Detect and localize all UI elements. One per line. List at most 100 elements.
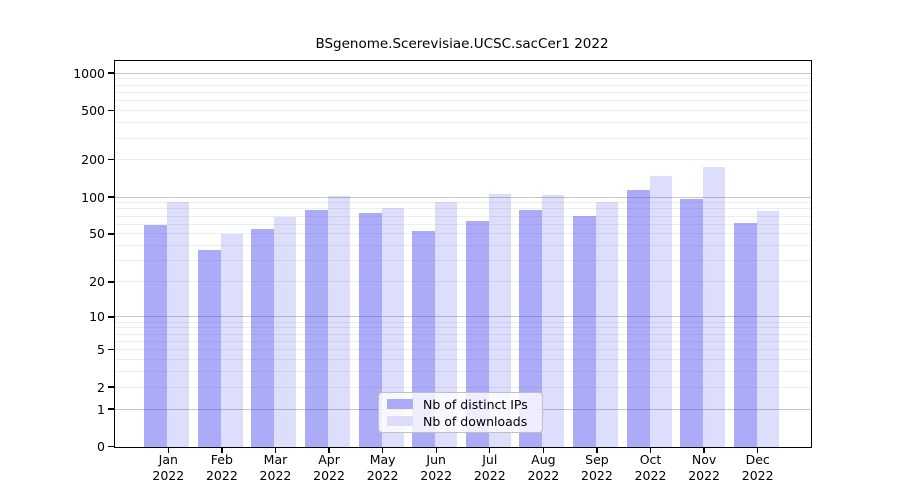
x-tick-mark	[542, 448, 544, 453]
bar-distinct-ips	[251, 228, 275, 447]
y-tick-mark	[108, 281, 114, 283]
x-tick-mark	[649, 448, 652, 453]
y-tick-mark	[108, 408, 114, 410]
y-tick-label: 100	[81, 189, 105, 205]
x-tick-mark	[328, 448, 330, 453]
x-tick-mark	[167, 448, 169, 453]
bar-downloads	[274, 216, 297, 447]
x-tick-label: Aug 2022	[527, 452, 560, 483]
y-tick-mark	[108, 316, 114, 318]
gridline-minor	[115, 321, 811, 323]
bar-distinct-ips	[197, 249, 221, 447]
y-tick-mark	[108, 196, 114, 198]
bar-downloads	[381, 208, 404, 447]
gridline-minor	[115, 78, 811, 80]
x-tick-mark	[221, 448, 223, 453]
gridline-minor	[115, 208, 811, 210]
gridline-minor	[115, 202, 811, 204]
legend: Nb of distinct IPs Nb of downloads	[378, 392, 543, 433]
gridline-minor	[115, 371, 811, 373]
bar-downloads	[167, 201, 190, 447]
y-tick-mark	[108, 72, 114, 74]
y-tick-mark	[108, 159, 114, 161]
bar-downloads	[542, 195, 565, 447]
x-tick-mark	[757, 448, 759, 453]
gridline-minor	[115, 137, 811, 139]
gridline-major	[115, 72, 811, 74]
x-tick-label: Jul 2022	[473, 452, 506, 483]
y-tick-label: 2	[97, 379, 105, 395]
legend-label-distinct-ips: Nb of distinct IPs	[423, 396, 528, 412]
x-tick-label: Apr 2022	[313, 452, 345, 483]
x-tick-mark	[703, 448, 705, 453]
y-tick-mark	[108, 445, 114, 448]
gridline-minor	[115, 386, 811, 388]
y-tick-mark	[108, 233, 114, 235]
bar-downloads	[435, 202, 458, 447]
gridline-minor	[115, 109, 811, 111]
gridline-minor	[115, 233, 811, 235]
x-tick-label: Nov 2022	[688, 452, 720, 483]
gridline-minor	[115, 215, 811, 217]
gridline-minor	[115, 340, 811, 342]
x-tick-label: Oct 2022	[634, 452, 667, 483]
x-tick-label: May 2022	[366, 452, 399, 483]
bar-downloads	[488, 194, 511, 447]
y-tick-label: 1000	[73, 65, 105, 81]
y-tick-label: 0	[97, 439, 105, 454]
legend-swatch-downloads	[387, 416, 413, 426]
legend-label-downloads: Nb of downloads	[423, 413, 528, 429]
gridline-minor	[115, 260, 811, 262]
bar-distinct-ips	[358, 213, 382, 447]
bar-distinct-ips	[305, 210, 329, 447]
bar-distinct-ips	[144, 225, 168, 447]
y-tick-label: 50	[89, 226, 105, 242]
x-tick-label: Jan 2022	[152, 452, 185, 483]
bar-distinct-ips	[626, 190, 650, 447]
bar-downloads	[703, 166, 726, 447]
x-tick-label: Jun 2022	[420, 452, 453, 483]
y-tick-label: 500	[81, 102, 105, 118]
gridline-minor	[115, 327, 811, 329]
bar-distinct-ips	[572, 216, 596, 447]
gridline-minor	[115, 333, 811, 335]
y-tick-mark	[108, 386, 114, 388]
x-tick-mark	[489, 448, 491, 453]
chart-title: BSgenome.Scerevisiae.UCSC.sacCer1 2022	[315, 36, 609, 52]
y-tick-label: 10	[89, 309, 105, 325]
legend-item-distinct-ips: Nb of distinct IPs	[387, 398, 534, 411]
gridline-major	[115, 316, 811, 318]
bar-downloads	[595, 201, 618, 447]
bar-downloads	[649, 176, 672, 447]
gridline-minor	[115, 223, 811, 225]
x-tick-mark	[381, 448, 384, 453]
x-tick-label: Feb 2022	[205, 452, 238, 483]
x-tick-label: Mar 2022	[259, 452, 292, 483]
x-tick-mark	[274, 448, 277, 453]
legend-item-downloads: Nb of downloads	[387, 415, 534, 428]
x-tick-label: Dec 2022	[741, 452, 774, 483]
y-tick-label: 200	[81, 152, 105, 168]
plot-area: 0 1 2 5 10 20 50 100 200 500 1000 Jan 2022 Feb 2022 M…	[73, 60, 812, 483]
gridline-minor	[115, 359, 811, 360]
gridline-minor	[115, 91, 811, 93]
gridline-minor	[115, 121, 811, 123]
gridline-major	[115, 196, 811, 198]
bar-downloads	[328, 195, 351, 447]
gridline-minor	[115, 84, 811, 86]
y-tick-label: 5	[97, 342, 105, 358]
gridline-minor	[115, 281, 811, 283]
gridline-minor	[115, 349, 811, 351]
bar-distinct-ips	[519, 209, 543, 447]
y-tick-label: 1	[97, 401, 105, 417]
bar-downloads	[220, 233, 243, 447]
gridline-minor	[115, 159, 811, 161]
x-tick-mark	[596, 448, 598, 453]
legend-swatch-distinct-ips	[387, 399, 413, 409]
x-tick-label: Sep 2022	[581, 452, 613, 483]
y-tick-label: 20	[89, 274, 105, 290]
y-tick-mark	[108, 348, 114, 351]
gridline-minor	[115, 245, 811, 247]
y-tick-mark	[108, 109, 114, 112]
